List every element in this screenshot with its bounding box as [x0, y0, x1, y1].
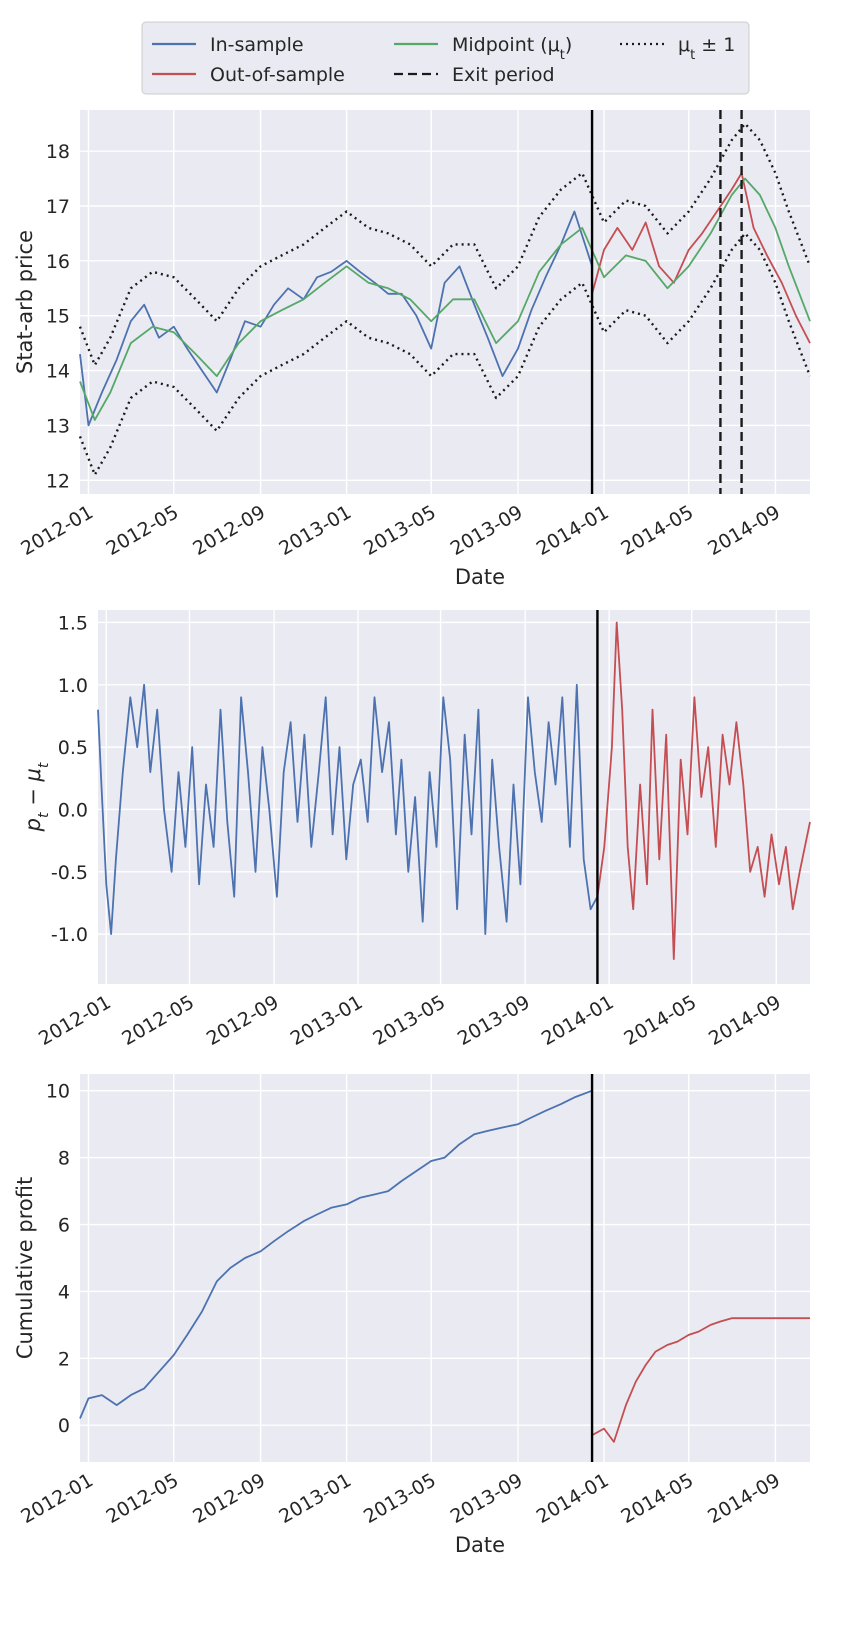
legend-label-part: ± 1 — [695, 34, 735, 56]
y-tick-label: 1.5 — [58, 612, 88, 634]
y-tick-label: -0.5 — [51, 862, 88, 884]
legend-label-part: In-sample — [210, 34, 304, 56]
x-tick-label: 2013-05 — [360, 1469, 440, 1528]
x-tick-label: 2012-09 — [203, 991, 283, 1050]
x-tick-label: 2014-05 — [617, 501, 697, 560]
x-tick-label: 2012-05 — [103, 501, 183, 560]
x-tick-label: 2014-09 — [704, 1469, 784, 1528]
x-tick-label: 2014-09 — [704, 501, 784, 560]
y-axis-label-part: p — [21, 818, 45, 832]
series-line-out_of_sample — [591, 1317, 810, 1443]
y-axis-label: pt − μt — [21, 762, 52, 832]
y-tick-label: 18 — [46, 141, 70, 163]
legend-label-part: μ — [678, 34, 690, 56]
x-tick-label: 2013-09 — [447, 501, 527, 560]
y-tick-label: 1.0 — [58, 675, 88, 697]
x-tick-label: 2012-09 — [189, 501, 269, 560]
y-tick-label: 4 — [58, 1281, 70, 1303]
y-tick-label: 8 — [58, 1148, 70, 1170]
x-tick-label: 2012-05 — [118, 991, 198, 1050]
y-tick-label: 15 — [46, 306, 70, 328]
legend-label-part: Midpoint (μ — [452, 34, 560, 56]
y-tick-label: 0.0 — [58, 799, 88, 821]
legend-box — [141, 21, 750, 95]
series-line-in_sample — [97, 683, 599, 935]
x-tick-label: 2013-01 — [287, 991, 367, 1050]
y-tick-label: 13 — [46, 415, 70, 437]
legend-label: Out-of-sample — [210, 64, 345, 86]
y-tick-label: -1.0 — [51, 924, 88, 946]
legend-label-part: Exit period — [452, 64, 555, 86]
y-tick-label: 6 — [58, 1215, 70, 1237]
y-axis-label-subscript: t — [36, 762, 52, 768]
legend-label: Midpoint (μt) — [452, 34, 572, 63]
y-axis-label: Cumulative profit — [13, 1177, 37, 1359]
x-tick-label: 2013-05 — [360, 501, 440, 560]
x-tick-label: 2014-01 — [538, 991, 618, 1050]
y-axis-label: Stat-arb price — [13, 230, 37, 374]
y-tick-label: 12 — [46, 470, 70, 492]
deviation-panel: -1.0 -0.5 0.0 0.5 1.0 1.5 2012-01 2012-05 2012-0… — [21, 610, 811, 1050]
y-tick-label: 0 — [58, 1415, 70, 1437]
series-line-out_of_sample — [596, 621, 811, 960]
plot-area — [80, 1074, 810, 1462]
x-tick-label: 2012-01 — [17, 1469, 97, 1528]
y-axis-label-part: − μ — [21, 768, 45, 812]
x-tick-label: 2012-01 — [17, 501, 97, 560]
x-tick-label: 2014-01 — [533, 501, 613, 560]
y-tick-label: 16 — [46, 251, 70, 273]
x-axis-label: Date — [455, 565, 505, 589]
x-tick-label: 2012-05 — [103, 1469, 183, 1528]
x-tick-label: 2013-01 — [275, 1469, 355, 1528]
legend-label: μt ± 1 — [678, 34, 735, 63]
x-tick-label: 2013-09 — [454, 991, 534, 1050]
x-tick-label: 2014-09 — [705, 991, 785, 1050]
legend-label: In-sample — [210, 34, 304, 56]
series-line-midpoint — [79, 177, 811, 421]
y-axis-label-subscript: t — [36, 812, 52, 818]
legend-label: Exit period — [452, 64, 555, 86]
legend-label-part: ) — [565, 34, 572, 56]
x-tick-label: 2012-09 — [189, 1469, 269, 1528]
y-tick-label: 2 — [58, 1348, 70, 1370]
x-tick-label: 2013-09 — [447, 1469, 527, 1528]
x-tick-label: 2014-05 — [620, 991, 700, 1050]
legend-label-subscript: t — [690, 48, 695, 63]
x-tick-label: 2013-05 — [369, 991, 449, 1050]
series-line-in_sample — [79, 1089, 593, 1419]
series-line-out_of_sample — [591, 172, 811, 344]
x-tick-label: 2014-01 — [533, 1469, 613, 1528]
x-tick-label: 2012-01 — [35, 991, 115, 1050]
y-tick-label: 14 — [46, 361, 70, 383]
legend-label-subscript: t — [560, 48, 565, 63]
x-axis-label: Date — [455, 1533, 505, 1557]
y-tick-label: 0.5 — [58, 737, 88, 759]
x-tick-label: 2013-01 — [275, 501, 355, 560]
series-line-in_sample — [79, 210, 593, 427]
y-tick-label: 10 — [46, 1081, 70, 1103]
legend-label-part: Out-of-sample — [210, 64, 345, 86]
y-tick-label: 17 — [46, 196, 70, 218]
x-tick-label: 2014-05 — [617, 1469, 697, 1528]
